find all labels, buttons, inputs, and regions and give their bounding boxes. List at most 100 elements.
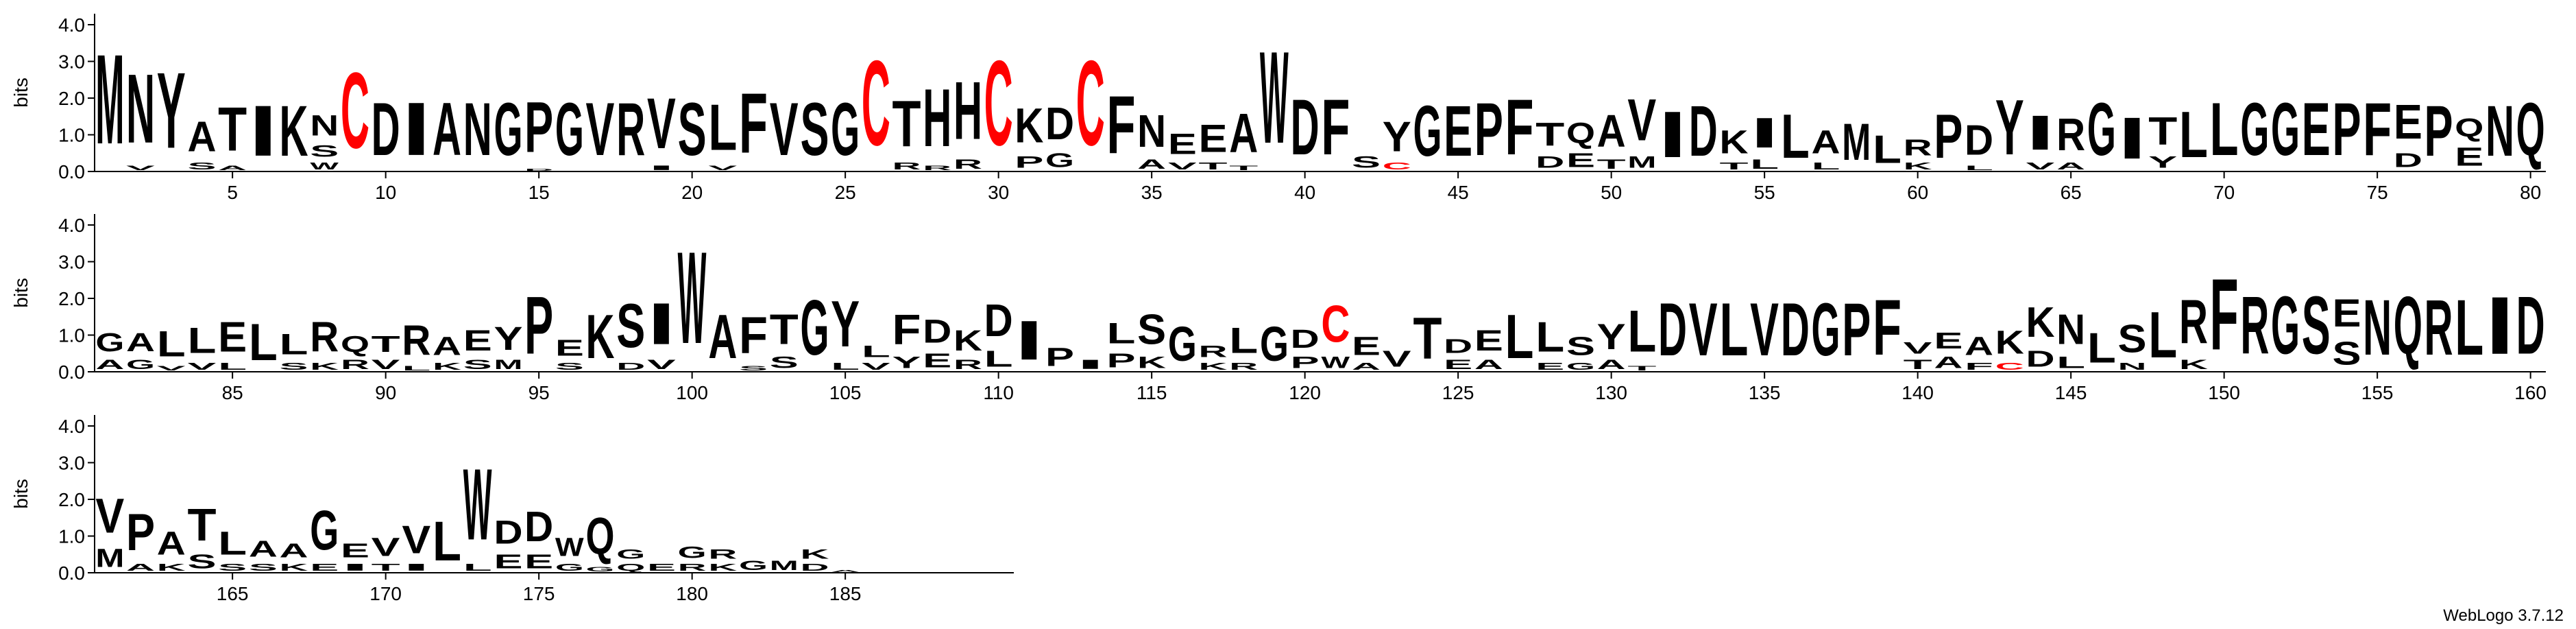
y-tick-label: 0.0 [58, 361, 85, 383]
logo-letter: F [1321, 84, 1350, 172]
logo-letter: K [280, 562, 309, 573]
logo-letter: L [402, 365, 430, 372]
logo-letter: I [249, 91, 278, 171]
logo-letter: C [1995, 361, 2024, 372]
y-tick-label: 1.0 [58, 125, 85, 146]
y-axis-label: bits [10, 278, 32, 308]
logo-letter: A [157, 525, 186, 562]
logo-letter: K [1137, 354, 1166, 372]
y-tick-label: 2.0 [58, 88, 85, 109]
logo-letter: A [1352, 361, 1381, 372]
logo-letter: T [187, 500, 216, 551]
logo-letter: R [2056, 109, 2085, 161]
logo-letter: G [2271, 279, 2300, 371]
logo-letter: V [126, 164, 155, 171]
logo-letter: Y [494, 320, 522, 357]
x-tick-label: 30 [988, 182, 1009, 203]
logo-letter: A [126, 328, 155, 357]
logo-letter: D [800, 562, 829, 573]
logo-letter: G [310, 499, 339, 562]
logo-letter: G [555, 88, 584, 171]
logo-letter: S [555, 361, 584, 372]
x-tick-label: 120 [1289, 382, 1321, 403]
logo-letter: G [586, 566, 615, 573]
logo-letter: L [1627, 299, 1656, 364]
logo-letter: Q [586, 507, 615, 565]
logo-letter: I [1658, 98, 1687, 171]
logo-letter: V [708, 164, 737, 171]
logo-letter: L [1719, 288, 1748, 372]
logo-letter: R [2179, 288, 2208, 357]
logo-letter: E [218, 313, 247, 361]
logo-letter: E [2455, 143, 2483, 172]
y-tick-label: 3.0 [58, 453, 85, 474]
logo-letter: D [1658, 287, 1687, 372]
logo-letter: G [800, 283, 829, 371]
logo-letter: M [770, 558, 799, 573]
logo-letter: M [1842, 112, 1871, 171]
logo-letter: S [2302, 281, 2331, 372]
logo-letter: N [2363, 285, 2392, 372]
logo-letter: I [2026, 106, 2054, 161]
logo-letter: P [1842, 287, 1871, 371]
x-tick-label: 165 [217, 583, 249, 604]
logo-letter: R [341, 357, 369, 372]
logo-letter: D [616, 361, 645, 372]
logo-letter: D [1045, 98, 1074, 150]
logo-letter: K [1014, 98, 1043, 153]
logo-letter: E [2394, 95, 2422, 150]
logo-letter: L [1229, 320, 1258, 360]
logo-letter: Q [341, 331, 369, 357]
logo-letter: Y [1995, 83, 2024, 171]
logo-letter: R [1904, 135, 1932, 161]
x-tick-label: 55 [1754, 182, 1775, 203]
logo-letter: A [1597, 106, 1626, 157]
logo-letter: L [1535, 313, 1564, 360]
logo-letter: S [463, 357, 492, 372]
y-tick-label: 2.0 [58, 288, 85, 309]
y-tick-label: 0.0 [58, 161, 85, 182]
logo-letter: L [2210, 88, 2239, 171]
logo-letter: D [494, 514, 522, 551]
logo-letter: F [892, 306, 921, 353]
logo-letter: R [1199, 343, 1228, 361]
x-tick-label: 100 [676, 382, 708, 403]
logo-letter: L [831, 361, 860, 372]
logo-letter: R [2240, 280, 2269, 371]
logo-letter: E [1566, 150, 1595, 172]
logo-letter: G [739, 558, 768, 573]
logo-letter: D [372, 86, 400, 171]
logo-letter: G [2240, 88, 2269, 171]
logo-letter: P [126, 503, 155, 561]
logo-letter: A [831, 569, 860, 573]
logo-letter: K [433, 361, 462, 372]
logo-letter: F [739, 76, 768, 171]
logo-letter: V [1627, 87, 1656, 153]
logo-letter: D [1535, 154, 1564, 171]
logo-letter: E [1474, 324, 1503, 357]
logo-letter: V [862, 361, 891, 372]
logo-letter: K [800, 547, 829, 562]
logo-letter: L [862, 342, 890, 361]
logo-letter: T [218, 95, 247, 164]
logo-letter: E [923, 351, 951, 372]
x-tick-label: 70 [2213, 182, 2235, 203]
y-tick-label: 2.0 [58, 489, 85, 510]
logo-letter: R [402, 317, 430, 364]
logo-letter: L [1750, 156, 1779, 171]
logo-letter: S [1566, 332, 1595, 361]
logo-letter: V [372, 533, 400, 562]
x-tick-label: 125 [1442, 382, 1474, 403]
logo-letter: N [2486, 91, 2514, 171]
logo-letter: N [2056, 306, 2085, 353]
logo-letter: D [524, 503, 553, 551]
logo-letter: D [1291, 324, 1320, 354]
logo-letter: G [2271, 88, 2300, 171]
logo-letter: Y [1383, 113, 1411, 161]
logo-letter: R [2425, 285, 2453, 372]
logo-letter: N [463, 86, 492, 171]
logo-letter: G [1260, 318, 1289, 372]
logo-letter: R [310, 313, 339, 361]
logo-letter: V [157, 364, 186, 372]
x-tick-label: 140 [1901, 382, 1934, 403]
